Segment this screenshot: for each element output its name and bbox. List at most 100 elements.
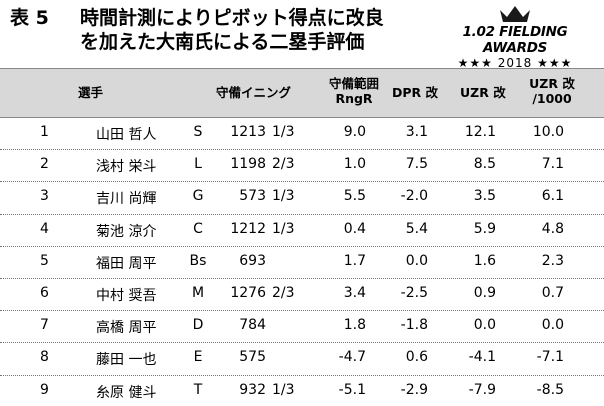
innings-whole: 573 [239, 188, 266, 205]
rank-cell: 6 [40, 285, 49, 301]
innings-frac: 2/3 [272, 285, 295, 301]
team-cell: S [193, 124, 203, 140]
player-name: 福田 周平 [96, 255, 157, 272]
team-cell: T [193, 381, 203, 398]
rank-cell: 8 [40, 349, 49, 366]
uzr1000-cell: 4.8 [541, 220, 564, 237]
uzr-cell: -4.1 [468, 349, 496, 366]
team-cell: E [193, 349, 203, 366]
innings-frac: 1/3 [272, 124, 295, 140]
header-player: 選手 [78, 85, 104, 100]
title-text-1: 時間計測によりピボット得点に改良 [80, 7, 384, 29]
header-uzr1000-sub: /1000 [532, 91, 572, 106]
uzr-cell: 0.9 [473, 285, 496, 301]
dpr-cell: -2.0 [400, 188, 428, 205]
table-title: 表 5 時間計測によりピボット得点に改良 を加えた大南氏による二塁手評価 [10, 6, 440, 54]
innings-whole: 784 [239, 317, 266, 334]
row-divider [0, 214, 604, 215]
team-cell: C [193, 220, 203, 237]
rngr-cell: -5.1 [338, 381, 366, 398]
table-number: 表 5 [10, 7, 49, 29]
innings-frac: 1/3 [272, 188, 295, 205]
uzr1000-cell: 2.3 [541, 252, 564, 269]
uzr1000-cell: 0.0 [541, 317, 564, 334]
rngr-cell: 1.0 [343, 156, 366, 173]
logo-year: ★★★ 2018 ★★★ [457, 56, 573, 70]
row-divider [0, 149, 604, 150]
rngr-cell: 5.5 [343, 188, 366, 205]
player-name: 糸原 健斗 [96, 384, 157, 401]
innings-frac: 1/3 [272, 220, 295, 237]
team-cell: M [191, 285, 205, 301]
innings-frac: 1/3 [272, 381, 295, 398]
row-divider [0, 310, 604, 311]
rank-cell: 7 [40, 317, 49, 334]
rank-cell: 3 [40, 188, 49, 205]
rngr-cell: 1.8 [343, 317, 366, 334]
row-divider [0, 375, 604, 376]
header-rngr-label: 守備範囲 [328, 76, 379, 91]
title-line-1: 表 5 時間計測によりピボット得点に改良 [10, 6, 440, 30]
dpr-cell: -1.8 [400, 317, 428, 334]
header-rngr-sub: RngR [335, 91, 373, 106]
dpr-cell: 0.6 [405, 349, 428, 366]
uzr-cell: 0.0 [473, 317, 496, 334]
dpr-cell: -2.5 [400, 285, 428, 301]
rngr-cell: -4.7 [338, 349, 366, 366]
innings-whole: 1276 [230, 285, 266, 301]
uzr-cell: -7.9 [468, 381, 496, 398]
innings-whole: 1213 [230, 124, 266, 140]
crown-icon [500, 6, 530, 22]
uzr-cell: 12.1 [464, 124, 496, 140]
rank-cell: 2 [40, 156, 49, 173]
uzr1000-cell: 7.1 [541, 156, 564, 173]
player-name: 高橋 周平 [96, 320, 157, 337]
dpr-cell: 7.5 [405, 156, 428, 173]
innings-whole: 693 [239, 252, 266, 269]
innings-frac: 2/3 [272, 156, 295, 173]
team-cell: Bs [189, 252, 207, 269]
header-uzr: UZR 改 [460, 85, 506, 100]
player-name: 吉川 尚輝 [96, 191, 157, 208]
dpr-cell: 3.1 [405, 124, 428, 140]
team-cell: G [192, 188, 204, 205]
row-divider [0, 278, 604, 279]
header-uzr1000: UZR 改 /1000 [522, 76, 582, 106]
uzr1000-cell: 0.7 [541, 285, 564, 301]
innings-whole: 1212 [230, 220, 266, 237]
innings-whole: 575 [239, 349, 266, 366]
uzr1000-cell: -7.1 [536, 349, 564, 366]
uzr1000-cell: -8.5 [536, 381, 564, 398]
rngr-cell: 0.4 [343, 220, 366, 237]
uzr-cell: 1.6 [473, 252, 496, 269]
row-divider [0, 181, 604, 182]
table-header: 選手 守備イニング 守備範囲 RngR DPR 改 UZR 改 UZR 改 /1… [0, 68, 604, 118]
player-name: 浅村 栄斗 [96, 159, 157, 176]
team-cell: D [192, 317, 204, 334]
row-divider [0, 246, 604, 247]
header-innings: 守備イニング [216, 85, 292, 100]
player-name: 菊池 涼介 [96, 223, 157, 240]
player-name: 山田 哲人 [96, 127, 157, 143]
player-name: 藤田 一也 [96, 352, 157, 369]
uzr1000-cell: 6.1 [541, 188, 564, 205]
rngr-cell: 1.7 [343, 252, 366, 269]
innings-whole: 932 [239, 381, 266, 398]
dpr-cell: 0.0 [405, 252, 428, 269]
rngr-cell: 9.0 [343, 124, 366, 140]
header-rngr: 守備範囲 RngR [322, 76, 386, 106]
dpr-cell: 5.4 [405, 220, 428, 237]
innings-whole: 1198 [230, 156, 266, 173]
fielding-awards-logo: 1.02 FIELDING AWARDS ★★★ 2018 ★★★ [431, 4, 599, 70]
row-divider [0, 342, 604, 343]
header-dpr: DPR 改 [392, 85, 439, 100]
rank-cell: 5 [40, 252, 49, 269]
team-cell: L [194, 156, 202, 173]
player-name: 中村 奨吾 [96, 288, 157, 304]
title-text-2: を加えた大南氏による二塁手評価 [80, 31, 365, 53]
uzr1000-cell: 10.0 [532, 124, 564, 140]
uzr-cell: 8.5 [473, 156, 496, 173]
rank-cell: 9 [40, 381, 49, 398]
uzr-cell: 5.9 [473, 220, 496, 237]
logo-name: 1.02 FIELDING AWARDS [462, 24, 568, 56]
